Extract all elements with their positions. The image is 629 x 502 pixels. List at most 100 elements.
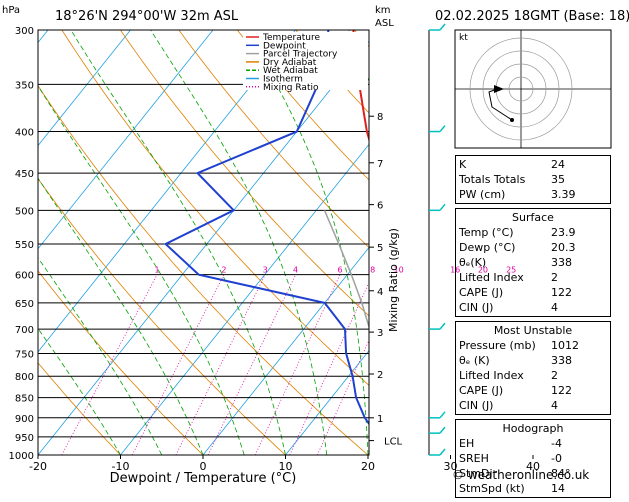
surface-title: Surface [459,210,607,225]
mixing-ratio-label: 6 [337,266,342,275]
wet-adiabat-line [151,30,327,455]
stat-label: Temp (°C) [459,225,514,240]
stat-value: 4 [551,300,607,315]
mixing-ratio-label: 4 [293,266,298,275]
stat-label: Totals Totals [459,172,525,187]
dewpoint-line [166,30,379,455]
wind-barb-flag [440,449,445,455]
stat-value: 4 [551,398,607,413]
most-unstable-title: Most Unstable [459,323,607,338]
stat-value: 1012 [551,338,607,353]
km-tick-label: LCL [384,437,403,448]
stat-label: SREH [459,451,489,466]
stat-label: CIN (J) [459,398,493,413]
stat-value: -4 [551,436,607,451]
km-tick-label: 3 [377,328,383,339]
km-tick-label: 8 [377,112,383,123]
km-tick-label: 7 [377,159,383,170]
stat-value: 2 [551,270,607,285]
pressure-tick-label: 800 [15,372,34,383]
mixing-ratio-line [255,275,340,455]
stat-label: StmSpd (kt) [459,481,525,496]
asl-label: ASL [375,18,394,29]
wind-barb-flag [440,323,445,329]
pressure-lines [38,30,369,455]
wind-barbs [429,24,445,455]
pressure-tick-label: 750 [15,349,34,360]
hodograph: kt [455,30,611,148]
mixing-ratio-line [132,275,224,455]
x-axis-label: Dewpoint / Temperature (°C) [110,471,297,486]
stat-value: 3.39 [551,187,607,202]
wind-barb-flag [440,126,445,132]
stat-value: 14 [551,481,607,496]
pressure-tick-label: 650 [15,299,34,310]
pressure-tick-label: 400 [15,128,34,139]
wind-barb-flag [440,24,445,30]
stat-label: θₑ (K) [459,353,490,368]
stat-value: 24 [551,157,607,172]
stat-value: 35 [551,172,607,187]
stat-value: 20.3 [551,240,607,255]
pressure-tick-label: 950 [15,433,34,444]
mixing-ratio-line [290,275,373,455]
stat-value: 338 [551,353,607,368]
pressure-tick-label: 350 [15,80,34,91]
isotherm-line [0,30,296,455]
profiles [166,30,401,455]
stat-value: 122 [551,383,607,398]
stat-label: PW (cm) [459,187,505,202]
isotherm-line [121,30,461,455]
km-tick-label: 4 [377,287,383,298]
stat-value: 122 [551,285,607,300]
mixing-ratio-line [62,275,157,455]
wind-barb-flag [440,204,445,210]
hodograph-unit: kt [459,33,468,43]
stat-label: CIN (J) [459,300,493,315]
plot-frame [38,30,369,455]
mixing-ratio-label: 8 [370,266,375,275]
mixing-ratio-label: 2 [221,266,226,275]
pressure-tick-label: 300 [15,26,34,37]
footer-credit: © weatheronline.co.uk [452,468,589,482]
km-tick-label: 1 [377,414,383,425]
wet-adiabat-line [71,30,286,455]
stat-label: CAPE (J) [459,285,503,300]
stat-label: θₑ(K) [459,255,486,270]
surface-box: Surface Temp (°C) 23.9 Dewp (°C) 20.3 θₑ(K… [455,208,611,317]
pressure-tick-label: 1000 [9,451,34,462]
hpa-label: hPa [2,5,20,16]
km-tick-label: 6 [377,201,383,212]
stat-label: Lifted Index [459,368,524,383]
legend-entry: Mixing Ratio [263,83,319,93]
mixing-ratio-label: 1 [155,266,160,275]
stat-label: CAPE (J) [459,383,503,398]
stat-value: 338 [551,255,607,270]
wet-adiabat-line [245,30,368,455]
stat-label: Pressure (mb) [459,338,536,353]
datetime-title: 02.02.2025 18GMT (Base: 18) [435,9,629,24]
pressure-tick-labels: 3003504004505005506006507007508008509009… [9,26,34,462]
most-unstable-box: Most Unstable Pressure (mb) 1012 θₑ (K) 33… [455,321,611,415]
x-tick-label: 20 [361,460,375,473]
hodograph-stats-title: Hodograph [459,421,607,436]
stat-label: Dewp (°C) [459,240,515,255]
pressure-tick-label: 850 [15,394,34,405]
pressure-tick-label: 450 [15,169,34,180]
km-tick-label: 5 [377,243,383,254]
isotherm-line [616,30,629,455]
pressure-tick-label: 700 [15,325,34,336]
pressure-tick-label: 550 [15,240,34,251]
mixing-ratio-axis-label: Mixing Ratio (g/kg) [387,228,400,332]
stat-label: Lifted Index [459,270,524,285]
stat-value: 2 [551,368,607,383]
stat-label: EH [459,436,474,451]
mixing-ratio-label: 3 [263,266,268,275]
stat-value: 23.9 [551,225,607,240]
pressure-tick-label: 500 [15,206,34,217]
mixing-ratio-line [176,275,265,455]
